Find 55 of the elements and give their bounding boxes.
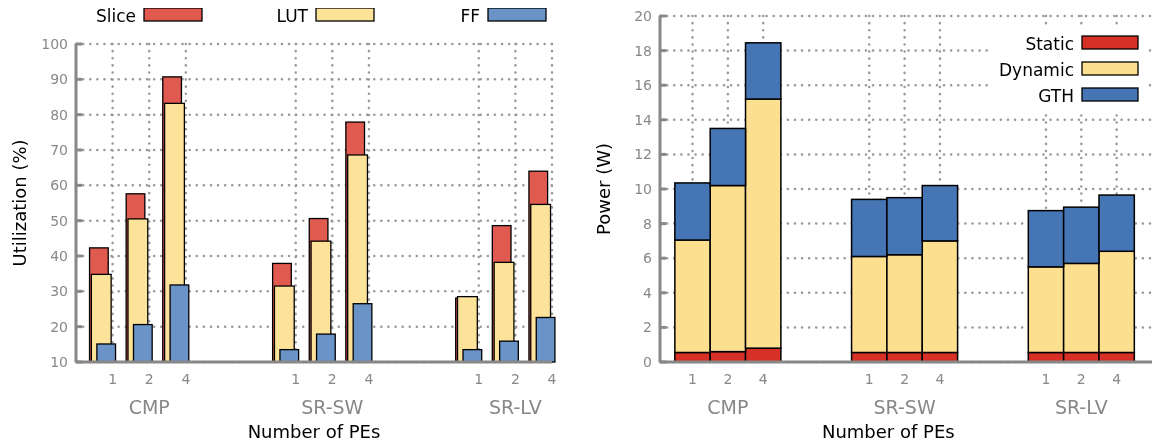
y-tick-label: 20 (50, 318, 68, 335)
x-tick-label: 1 (291, 371, 301, 387)
y-tick-label: 60 (50, 177, 68, 194)
x-tick-label: 4 (547, 371, 557, 387)
y-axis-title: Utilization (%) (9, 139, 30, 267)
legend-label: GTH (1038, 86, 1074, 106)
text: SR-LV (1054, 396, 1108, 418)
text: SR-LV (488, 396, 542, 418)
y-tick-label: 70 (50, 141, 68, 158)
y-tick-label: 50 (50, 212, 68, 229)
y-tick-label: 2 (643, 319, 652, 336)
x-tick-label: 1 (864, 371, 874, 387)
x-tick-label: 2 (723, 371, 733, 387)
x-tick-label: 1 (688, 371, 697, 387)
y-tick-label: 90 (50, 71, 68, 88)
y-tick-label: 100 (41, 35, 68, 52)
x-tick-label: 2 (1076, 371, 1086, 387)
y-tick-label: 0 (643, 353, 652, 370)
y-tick-label: 16 (634, 77, 653, 94)
x-tick-label: 4 (181, 371, 191, 387)
x-tick-label: 4 (758, 371, 768, 387)
legend-label: Dynamic (999, 60, 1074, 80)
x-axis-title: Number of PEs (247, 421, 381, 442)
x-tick-label: 2 (900, 371, 910, 387)
legend-label: Static (1025, 34, 1074, 54)
y-tick-label: 8 (643, 215, 652, 232)
x-tick-label: 4 (364, 371, 374, 387)
legend-label: FF (460, 6, 480, 26)
x-tick-label: 1 (1041, 371, 1051, 387)
legend-label: LUT (276, 6, 309, 26)
y-tick-label: 10 (634, 180, 652, 197)
y-tick-label: 10 (50, 353, 68, 370)
y-tick-label: 12 (634, 146, 652, 163)
y-tick-label: 18 (634, 42, 652, 59)
y-tick-label: 6 (643, 250, 653, 267)
y-tick-label: 20 (634, 7, 652, 24)
text: CMP (128, 396, 170, 418)
x-tick-label: 1 (474, 371, 484, 387)
text: SR-SW (873, 396, 936, 418)
y-tick-label: 14 (634, 111, 653, 128)
y-axis-title: Power (W) (593, 143, 614, 235)
x-tick-label: 1 (108, 371, 118, 387)
legend-label: Slice (95, 6, 136, 26)
x-tick-label: 2 (327, 371, 337, 387)
x-tick-label: 4 (935, 371, 945, 387)
x-axis-title: Number of PEs (821, 421, 955, 442)
x-tick-label: 2 (510, 371, 520, 387)
x-tick-label: 2 (144, 371, 154, 387)
y-tick-label: 80 (50, 106, 68, 123)
y-tick-label: 4 (643, 284, 653, 301)
text: SR-SW (301, 396, 364, 418)
x-tick-label: 4 (1112, 371, 1122, 387)
y-tick-label: 30 (50, 283, 68, 300)
text: CMP (707, 396, 749, 418)
y-tick-label: 40 (50, 247, 68, 264)
